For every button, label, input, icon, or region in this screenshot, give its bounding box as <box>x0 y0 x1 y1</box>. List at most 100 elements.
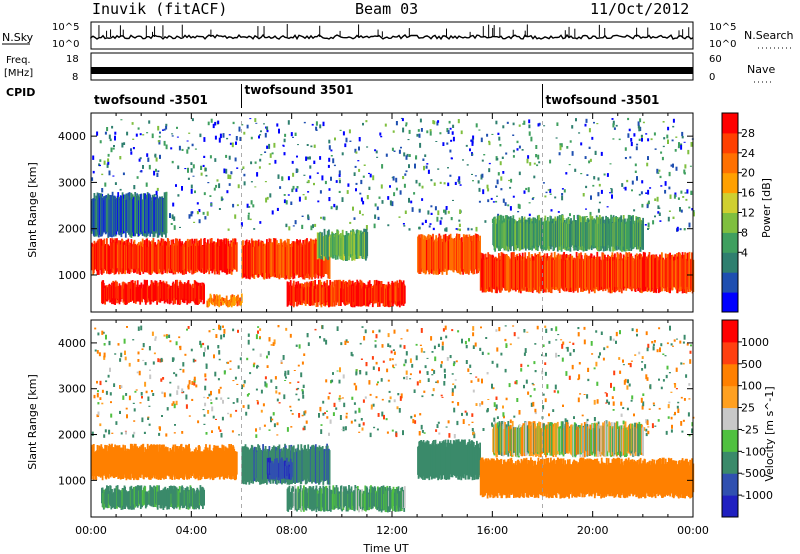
echo-cell <box>679 228 682 231</box>
echo-cell <box>426 163 429 165</box>
echo-cell <box>108 134 111 139</box>
echo-cell <box>319 156 322 160</box>
echo-cell <box>418 209 421 213</box>
echo-cell <box>197 420 200 424</box>
echo-cell <box>209 155 212 159</box>
echo-cell <box>110 401 112 404</box>
echo-cell <box>137 351 140 355</box>
echo-cell <box>593 176 596 180</box>
echo-cell <box>574 168 577 172</box>
echo-cell <box>160 357 163 363</box>
echo-cell <box>562 341 565 345</box>
echo-cell <box>680 209 683 213</box>
echo-cell <box>407 139 410 141</box>
echo-cell <box>109 367 111 372</box>
echo-cell <box>390 350 393 354</box>
colorbar-segment <box>722 292 738 313</box>
echo-cell <box>370 404 373 409</box>
echo-cell <box>595 330 598 333</box>
echo-cell <box>271 418 274 421</box>
echo-cell <box>446 357 449 361</box>
echo-cell <box>673 383 676 385</box>
echo-cell <box>455 228 458 230</box>
echo-cell <box>487 352 490 355</box>
echo-cell <box>405 124 408 127</box>
echo-cell <box>243 173 246 177</box>
echo-cell <box>675 166 678 171</box>
echo-cell <box>141 348 144 350</box>
echo-cell <box>645 419 648 424</box>
echo-cell <box>139 402 142 404</box>
echo-cell <box>554 384 557 390</box>
echo-cell <box>495 396 498 400</box>
nsky-panel-frame <box>90 21 694 50</box>
echo-cell <box>218 426 220 430</box>
echo-cell <box>375 150 378 154</box>
echo-cell <box>647 228 649 230</box>
echo-cell <box>662 145 665 148</box>
echo-cell <box>270 344 273 346</box>
echo-cell <box>550 328 553 331</box>
echo-cell <box>672 125 675 128</box>
heatmap-cell <box>203 284 205 304</box>
echo-cell <box>682 362 685 365</box>
echo-cell <box>495 185 498 188</box>
echo-cell <box>496 416 499 419</box>
echo-cell <box>176 136 179 138</box>
echo-cell <box>478 200 481 203</box>
echo-cell <box>423 432 426 434</box>
heatmap-cell <box>222 297 225 302</box>
echo-cell <box>358 407 361 413</box>
echo-cell <box>240 222 243 227</box>
echo-cell <box>107 374 110 378</box>
echo-cell <box>634 354 637 356</box>
echo-cell <box>354 165 357 168</box>
echo-cell <box>181 431 184 434</box>
echo-cell <box>502 198 505 203</box>
echo-cell <box>250 136 253 140</box>
echo-cell <box>400 338 403 340</box>
echo-cell <box>415 155 418 160</box>
echo-cell <box>318 413 320 418</box>
echo-cell <box>599 352 601 356</box>
echo-cell <box>408 197 410 203</box>
echo-cell <box>505 343 508 348</box>
echo-cell <box>179 345 182 351</box>
echo-cell <box>339 397 342 400</box>
echo-cell <box>508 383 511 388</box>
echo-cell <box>423 351 426 353</box>
echo-cell <box>678 142 680 147</box>
echo-cell <box>544 195 547 198</box>
echo-cell <box>332 372 334 375</box>
echo-cell <box>597 355 600 359</box>
echo-cell <box>333 203 336 208</box>
echo-cell <box>469 373 472 374</box>
echo-cell <box>409 378 412 380</box>
echo-cell <box>557 211 560 213</box>
echo-cell <box>419 118 422 123</box>
echo-cell <box>218 183 221 189</box>
echo-cell <box>647 189 650 195</box>
echo-cell <box>321 175 324 181</box>
echo-cell <box>142 165 144 169</box>
echo-cell <box>532 401 535 407</box>
echo-cell <box>605 420 608 424</box>
echo-cell <box>193 376 196 381</box>
echo-cell <box>403 363 406 367</box>
echo-cell <box>124 350 126 355</box>
echo-cell <box>252 348 255 351</box>
echo-cell <box>257 330 259 334</box>
echo-cell <box>374 203 377 207</box>
echo-cell <box>578 362 581 365</box>
echo-cell <box>200 165 203 170</box>
heatmap-cell <box>220 299 222 306</box>
echo-cell <box>504 338 507 342</box>
echo-cell <box>128 395 131 401</box>
echo-cell <box>653 404 656 407</box>
echo-cell <box>483 154 486 156</box>
echo-cell <box>137 326 140 331</box>
echo-cell <box>273 423 276 428</box>
echo-cell <box>685 374 688 378</box>
echo-cell <box>377 216 380 220</box>
echo-cell <box>431 368 434 371</box>
